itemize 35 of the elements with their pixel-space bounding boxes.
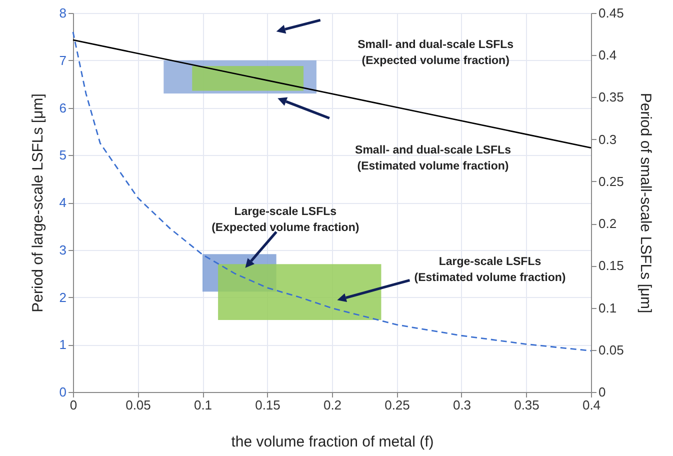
x-axis-title: the volume fraction of metal (f) <box>231 434 434 450</box>
y-tick-label: 1 <box>59 337 66 352</box>
x-tick-label: 0.15 <box>255 398 280 412</box>
x-tick-label: 0.1 <box>194 398 212 412</box>
y2-tick-label: 0.2 <box>598 216 617 232</box>
y2-tick-label: 0.4 <box>598 48 617 63</box>
y-tick-label: 7 <box>59 52 66 68</box>
y2-axis-title: Period of small-scale LSFLs [μm] <box>636 92 654 314</box>
y-tick-label: 0 <box>59 384 66 400</box>
x-tick-label: 0.2 <box>323 398 342 412</box>
annotation: Large-scale LSFLs (Expected volume fraction) <box>212 206 360 234</box>
y-tick-label: 5 <box>59 148 66 163</box>
x-tick-label: 0.35 <box>514 398 540 412</box>
x-tick-label: 0.3 <box>452 398 472 412</box>
y2-tick-label: 0.15 <box>598 258 624 274</box>
y2-tick-label: 0.25 <box>598 174 624 189</box>
annotation: Large-scale LSFLs (Estimated volume fraction) <box>414 256 566 284</box>
y-tick-label: 4 <box>59 195 66 210</box>
y2-tick-label: 0.1 <box>598 300 617 316</box>
x-tick-label: 0.4 <box>582 398 601 412</box>
y2-tick-label: 0.35 <box>598 90 624 105</box>
x-tick-label: 0.05 <box>126 398 151 412</box>
y-axis-title: Period of large-scale LSFLs [μm] <box>29 94 46 312</box>
y2-tick-label: 0.3 <box>598 132 617 147</box>
x-tick-label: 0 <box>70 398 78 412</box>
y2-tick-label: 0.45 <box>598 6 624 20</box>
x-tick-label: 0.25 <box>384 398 410 412</box>
y-tick-label: 3 <box>59 242 66 258</box>
y-tick-label: 2 <box>59 290 66 305</box>
annotation: Small- and dual-scale LSFLs (Expected volume fraction) <box>358 39 514 68</box>
y-tick-label: 6 <box>59 100 66 116</box>
y2-tick-label: 0.05 <box>598 342 624 358</box>
annotation: Small- and dual-scale LSFLs (Estimated volume fraction) <box>355 144 511 172</box>
y-tick-label: 8 <box>59 6 66 20</box>
y2-tick-label: 0 <box>598 384 606 400</box>
